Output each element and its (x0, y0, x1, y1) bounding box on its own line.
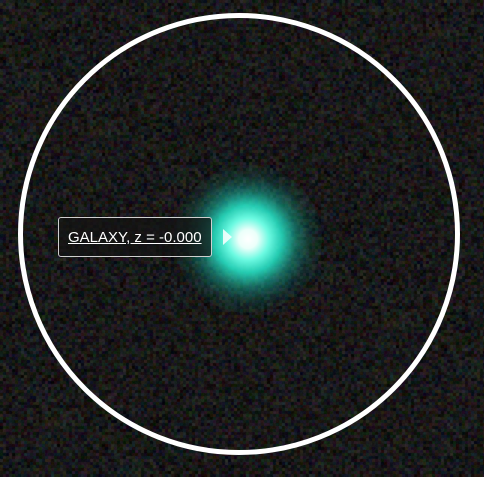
aperture-circle (18, 13, 460, 455)
object-label-link[interactable]: GALAXY, z = -0.000 (58, 217, 212, 257)
label-pointer-arrow (223, 229, 232, 245)
